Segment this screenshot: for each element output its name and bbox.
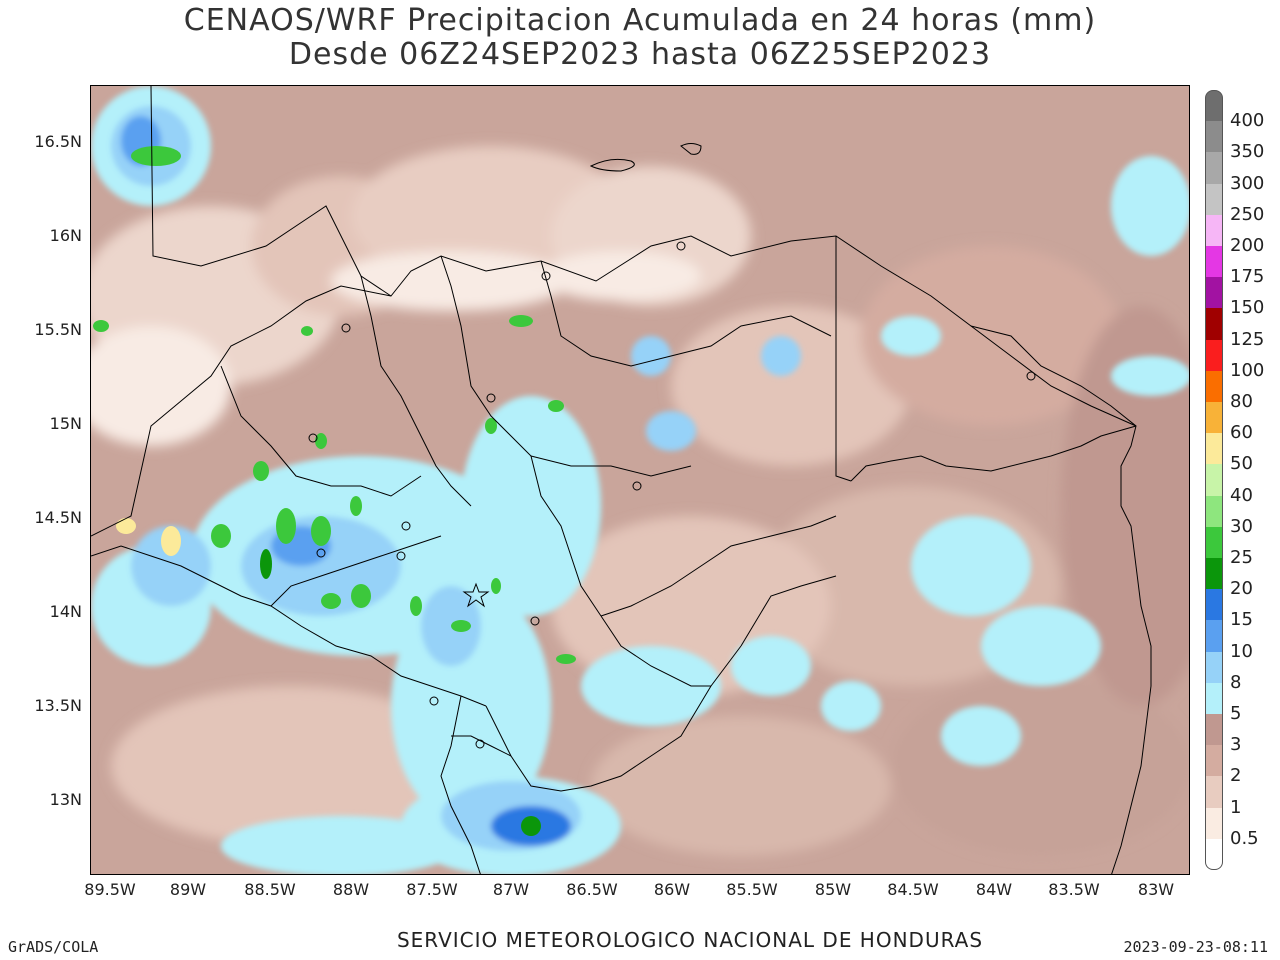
colorbar-label: 30 — [1230, 515, 1253, 537]
colorbar-label: 50 — [1230, 453, 1253, 475]
colorbar-label: 400 — [1230, 110, 1265, 132]
colorbar-segment — [1205, 558, 1223, 590]
lon-tick: 85W — [814, 880, 852, 899]
colorbar-label: 125 — [1230, 328, 1265, 350]
lon-tick: 85.5W — [726, 880, 778, 899]
colorbar-segment — [1205, 838, 1223, 871]
colorbar — [1205, 90, 1223, 871]
lat-tick: 13N — [49, 790, 82, 809]
colorbar-label: 40 — [1230, 484, 1253, 506]
colorbar-segment — [1205, 714, 1223, 746]
colorbar-label: 5 — [1230, 703, 1242, 724]
lat-tick: 14N — [49, 602, 82, 621]
colorbar-label: 80 — [1230, 391, 1253, 412]
map-title: CENAOS/WRF Precipitacion Acumulada en 24… — [183, 3, 1097, 38]
colorbar-segment — [1205, 246, 1223, 278]
colorbar-segment — [1205, 152, 1223, 185]
colorbar-label: 100 — [1230, 359, 1265, 381]
colorbar-label: 175 — [1230, 266, 1265, 288]
lat-tick: 15N — [49, 414, 82, 433]
colorbar-segment — [1205, 589, 1223, 621]
colorbar-segment — [1205, 495, 1223, 528]
footer-timestamp: 2023-09-23-08:11 — [1123, 938, 1269, 956]
colorbar-label: 2 — [1230, 765, 1242, 787]
map-subtitle: Desde 06Z24SEP2023 hasta 06Z25SEP2023 — [288, 37, 992, 72]
colorbar-segment — [1205, 651, 1223, 684]
colorbar-segment — [1205, 402, 1223, 434]
colorbar-label: 250 — [1230, 203, 1265, 225]
colorbar-segment — [1205, 339, 1223, 372]
coastline — [589, 143, 1152, 874]
lat-tick: 14.5N — [34, 508, 82, 527]
colorbar-label: 350 — [1230, 141, 1265, 163]
lon-tick: 88W — [332, 880, 370, 899]
colorbar-segment — [1205, 464, 1223, 497]
colorbar-label: 15 — [1230, 609, 1253, 631]
colorbar-segment — [1205, 183, 1223, 216]
lon-tick: 88.5W — [244, 880, 296, 899]
colorbar-segment — [1205, 90, 1223, 122]
colorbar-segment — [1205, 308, 1223, 341]
colorbar-segment — [1205, 526, 1223, 559]
precipitation-map[interactable] — [90, 85, 1190, 875]
footer-software: GrADS/COLA — [8, 938, 99, 956]
colorbar-segment — [1205, 214, 1223, 247]
lat-tick: 16.5N — [34, 132, 82, 151]
colorbar-segment — [1205, 433, 1223, 465]
colorbar-label: 3 — [1230, 734, 1242, 756]
map-canvas — [91, 86, 1189, 874]
lon-tick: 86.5W — [566, 880, 618, 899]
lon-tick: 84W — [975, 880, 1013, 899]
colorbar-segment — [1205, 807, 1223, 840]
lat-tick: 13.5N — [34, 696, 82, 715]
colorbar-label: 10 — [1230, 640, 1253, 662]
lon-tick: 87W — [492, 880, 530, 899]
colorbar-label: 300 — [1230, 172, 1265, 194]
colorbar-segment — [1205, 620, 1223, 653]
lon-tick: 89.5W — [84, 880, 136, 899]
colorbar-label: 8 — [1230, 671, 1242, 693]
city-markers — [308, 241, 1036, 749]
precip-field-light — [91, 146, 1189, 856]
lat-tick: 16N — [49, 226, 82, 245]
lon-tick: 83W — [1137, 880, 1175, 899]
colorbar-segment — [1205, 277, 1223, 309]
precip-field-heavy — [93, 146, 576, 836]
colorbar-label: 0.5 — [1230, 827, 1259, 849]
colorbar-segment — [1205, 370, 1223, 403]
precip-field-wet — [91, 86, 1189, 874]
lon-tick: 83.5W — [1048, 880, 1100, 899]
footer-agency: SERVICIO METEOROLOGICO NACIONAL DE HONDU… — [396, 928, 984, 952]
lon-tick: 87.5W — [406, 880, 458, 899]
lon-tick: 89W — [169, 880, 207, 899]
lon-tick: 86W — [653, 880, 691, 899]
colorbar-segment — [1205, 682, 1223, 715]
lon-tick: 84.5W — [887, 880, 939, 899]
colorbar-label: 200 — [1230, 235, 1265, 256]
lat-tick: 15.5N — [34, 320, 82, 339]
colorbar-label: 1 — [1230, 796, 1242, 818]
colorbar-segment — [1205, 776, 1223, 809]
colorbar-label: 25 — [1230, 547, 1253, 568]
boundaries — [91, 86, 1137, 874]
colorbar-label: 150 — [1230, 297, 1265, 319]
colorbar-segment — [1205, 745, 1223, 777]
colorbar-label: 20 — [1230, 578, 1253, 600]
colorbar-segment — [1205, 121, 1223, 153]
colorbar-label: 60 — [1230, 422, 1253, 444]
